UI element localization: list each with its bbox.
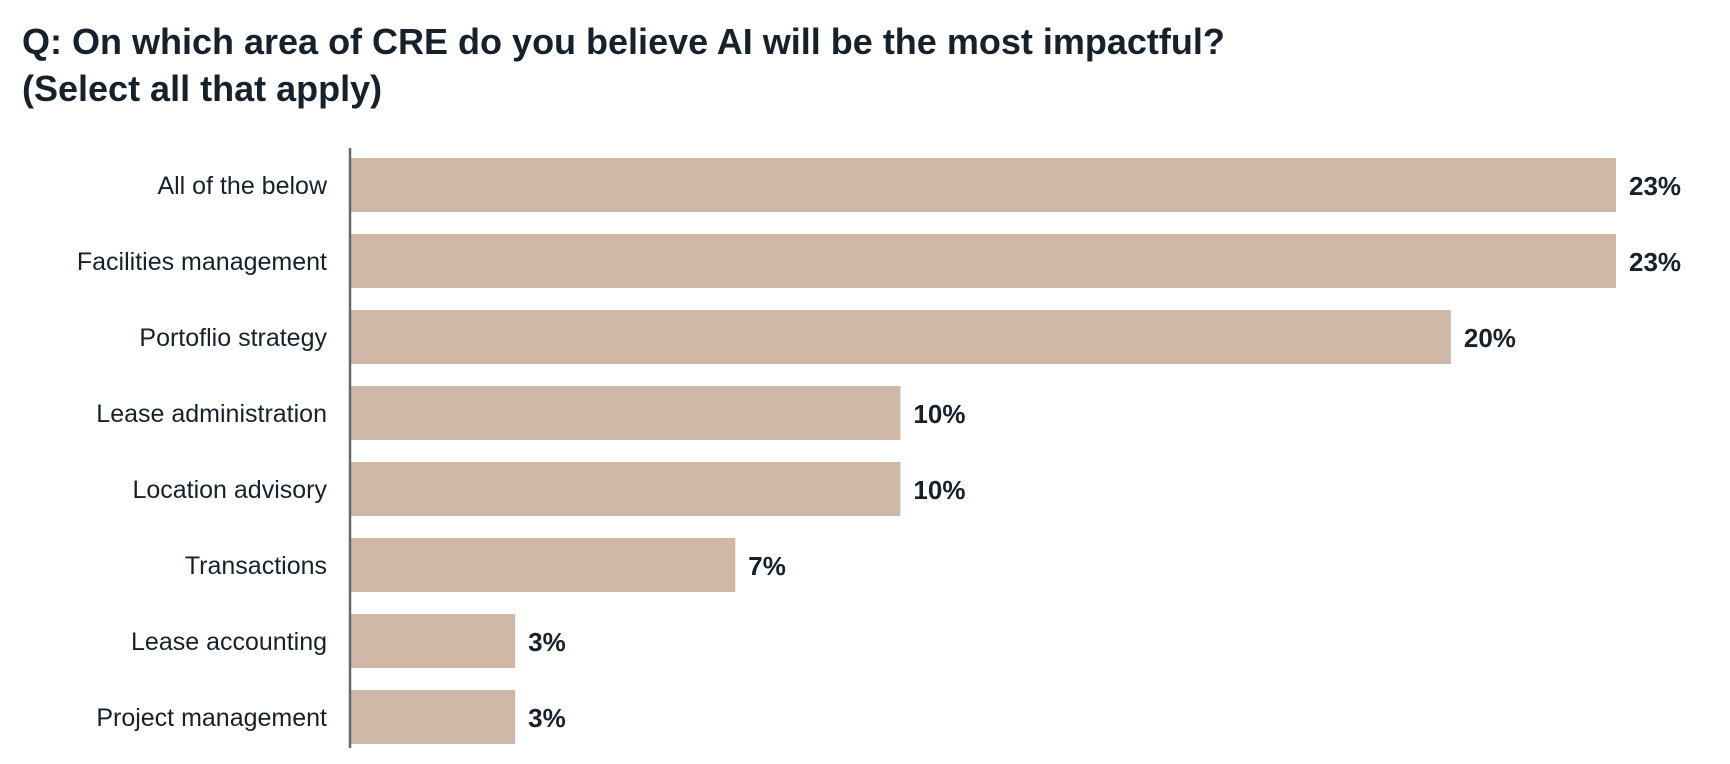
- category-label: Transactions: [185, 552, 327, 580]
- chart-title-line-1: Q: On which area of CRE do you believe A…: [22, 21, 1225, 62]
- value-label: 10%: [913, 475, 965, 505]
- value-label: 3%: [528, 703, 566, 733]
- category-label: Project management: [96, 704, 327, 732]
- value-label: 20%: [1464, 323, 1516, 353]
- category-label: Portoflio strategy: [139, 324, 327, 352]
- chart-title-line-2: (Select all that apply): [22, 68, 383, 109]
- bar: [350, 538, 736, 592]
- category-label: All of the below: [157, 172, 327, 200]
- value-label: 7%: [748, 551, 786, 581]
- category-label: Location advisory: [132, 476, 327, 504]
- value-label: 10%: [913, 399, 965, 429]
- bar: [350, 614, 516, 668]
- category-label: Lease accounting: [131, 628, 327, 656]
- value-label: 3%: [528, 627, 566, 657]
- bar: [350, 386, 901, 440]
- bar: [350, 310, 1451, 364]
- bar: [350, 462, 901, 516]
- category-label: Facilities management: [77, 248, 327, 276]
- chart-title: Q: On which area of CRE do you believe A…: [22, 18, 1225, 112]
- bar: [350, 234, 1616, 288]
- value-label: 23%: [1629, 171, 1681, 201]
- bar: [350, 690, 516, 744]
- bar: [350, 158, 1616, 212]
- value-label: 23%: [1629, 247, 1681, 277]
- category-label: Lease administration: [96, 400, 327, 428]
